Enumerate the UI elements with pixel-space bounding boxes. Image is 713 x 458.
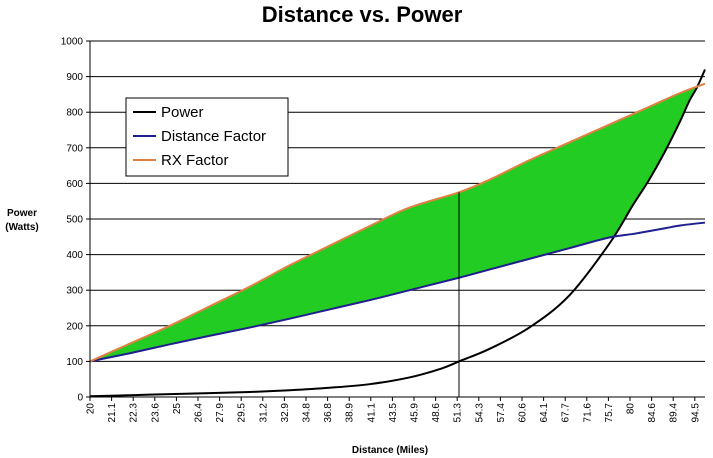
x-tick-label: 94.5 [690, 403, 701, 423]
x-tick-label: 75.7 [604, 403, 615, 423]
y-tick-label: 100 [66, 357, 83, 368]
x-tick-label: 84.6 [647, 403, 658, 423]
x-tick-label: 54.3 [474, 403, 485, 423]
x-tick-label: 48.6 [431, 403, 442, 423]
y-tick-label: 700 [66, 143, 83, 154]
x-tick-label: 43.5 [388, 403, 399, 423]
x-tick-label: 26.4 [194, 403, 205, 423]
y-tick-label: 800 [66, 108, 83, 119]
x-tick-label: 25 [172, 403, 183, 415]
y-axis-title-line2: (Watts) [5, 222, 39, 233]
legend-power-label: Power [161, 104, 204, 121]
y-tick-label: 0 [77, 393, 83, 404]
x-tick-label: 64.1 [539, 403, 550, 423]
x-tick-label: 60.6 [518, 403, 529, 423]
x-tick-label: 22.3 [129, 403, 140, 423]
x-tick-label: 89.4 [669, 403, 680, 423]
x-tick-label: 38.9 [345, 403, 356, 423]
y-axis-title-line1: Power [7, 208, 37, 219]
y-tick-label: 500 [66, 215, 83, 226]
axes [89, 41, 705, 398]
x-tick-label: 57.4 [496, 403, 507, 423]
legend-rx-factor-label: RX Factor [161, 152, 229, 169]
x-tick-label: 29.5 [237, 403, 248, 423]
y-tick-label: 900 [66, 72, 83, 83]
legend-distance-factor-label: Distance Factor [161, 128, 266, 145]
chart-title: Distance vs. Power [262, 2, 463, 27]
x-tick-label: 23.6 [150, 403, 161, 423]
x-axis-title: Distance (Miles) [352, 445, 428, 456]
y-tick-label: 400 [66, 250, 83, 261]
x-tick-label: 21.1 [107, 403, 118, 423]
y-tick-label: 300 [66, 286, 83, 297]
fill-area [90, 87, 696, 362]
green-fill-area [90, 87, 696, 362]
x-tick-label: 36.8 [323, 403, 334, 423]
x-tick-label: 34.8 [302, 403, 313, 423]
x-tick-label: 67.7 [561, 403, 572, 423]
x-tick-label: 32.9 [280, 403, 291, 423]
y-tick-label: 600 [66, 179, 83, 190]
x-tick-label: 31.2 [258, 403, 269, 423]
series-power-line [89, 69, 706, 398]
x-tick-labels: 20 21.1 22.3 23.6 25 26.4 27.9 29.5 31.2 32.9 34.8… [86, 397, 701, 423]
x-tick-label: 51.3 [453, 403, 464, 423]
y-tick-label: 200 [66, 321, 83, 332]
y-tick-labels: 0 100 200 300 400 500 600 700 800 900 1000 [61, 37, 84, 404]
x-tick-label: 71.6 [582, 403, 593, 423]
x-tick-label: 80 [626, 403, 637, 415]
y-tick-label: 1000 [61, 37, 84, 48]
x-tick-label: 45.9 [410, 403, 421, 423]
x-tick-label: 27.9 [215, 403, 226, 423]
x-tick-label: 20 [86, 403, 97, 415]
x-tick-label: 41.1 [366, 403, 377, 423]
legend: Power Distance Factor RX Factor [125, 97, 289, 177]
